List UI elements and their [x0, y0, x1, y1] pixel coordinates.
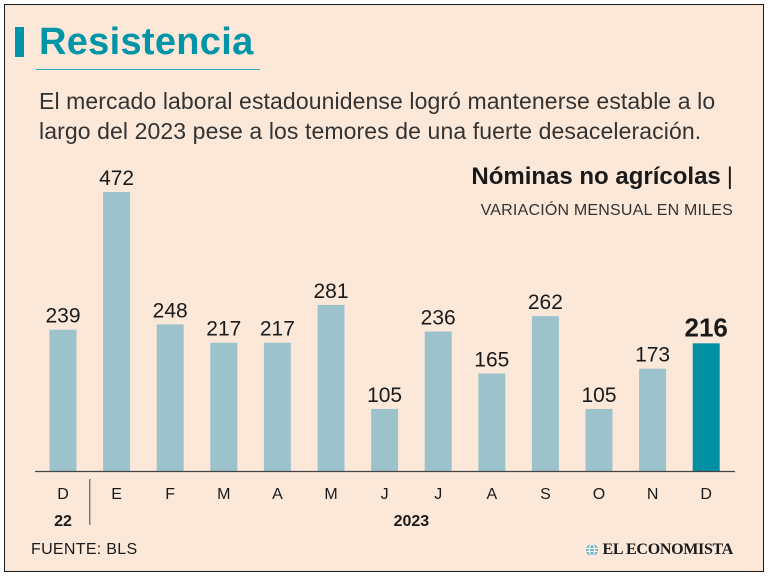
x-tick-label: O: [593, 486, 605, 503]
chart-title-separator: |: [726, 163, 733, 190]
bar: [424, 331, 452, 471]
data-label: 217: [206, 318, 241, 341]
data-label: 105: [367, 384, 402, 407]
x-tick-label: N: [647, 486, 659, 503]
bar: [585, 408, 613, 471]
bar-chart: 239 D 472 E 248 F 217 M 217 A 281 M 105 J 236 J 165 A 262 S…: [35, 167, 735, 530]
bar: [210, 342, 238, 471]
x-tick-label: J: [381, 486, 389, 503]
logo-text: EL ECONOMISTA: [602, 541, 734, 558]
bar: [317, 304, 345, 471]
x-tick-label: A: [486, 486, 497, 503]
data-label: 173: [635, 344, 670, 367]
bar: [263, 342, 291, 471]
bar: [103, 192, 131, 471]
globe-icon: [585, 543, 598, 557]
publisher-logo: EL ECONOMISTA: [585, 541, 734, 559]
x-tick-label: E: [111, 486, 122, 503]
bar: [639, 368, 667, 471]
data-label: 248: [153, 299, 188, 322]
year-label: 2023: [394, 513, 430, 530]
bar: [156, 324, 184, 471]
bar: [371, 408, 399, 471]
x-tick-label: M: [324, 486, 337, 503]
data-label: 239: [45, 305, 80, 328]
data-label: 281: [313, 280, 348, 303]
data-label: 472: [99, 167, 134, 190]
bar: [49, 329, 77, 471]
chart-title-text: Nóminas no agrícolas: [471, 163, 721, 190]
bar: [531, 316, 559, 471]
data-label: 216: [685, 312, 728, 342]
x-tick-label: D: [57, 486, 69, 503]
page-subtitle: El mercado laboral estadounidense logró …: [39, 88, 716, 144]
chart-subtitle: VARIACIÓN MENSUAL EN MILES: [480, 202, 733, 219]
year-label: 22: [54, 513, 72, 530]
data-label: 262: [528, 291, 563, 314]
bar: [692, 343, 720, 471]
data-label: 165: [474, 348, 509, 371]
title-underline: [36, 69, 260, 70]
page-title: Resistencia: [39, 21, 254, 63]
source-note: FUENTE: BLS: [31, 541, 138, 558]
chart-title: Nóminas no agrícolas |: [471, 163, 733, 191]
x-tick-label: F: [165, 486, 175, 503]
x-tick-label: D: [700, 486, 712, 503]
infographic-frame: Resistencia El mercado laboral estadouni…: [4, 4, 764, 572]
bar: [478, 373, 506, 471]
data-label: 217: [260, 318, 295, 341]
x-tick-label: A: [272, 486, 283, 503]
title-accent-bar: [15, 27, 24, 57]
x-tick-label: M: [217, 486, 230, 503]
x-tick-label: S: [540, 486, 551, 503]
data-label: 236: [421, 307, 456, 330]
x-tick-label: J: [434, 486, 442, 503]
data-label: 105: [581, 384, 616, 407]
